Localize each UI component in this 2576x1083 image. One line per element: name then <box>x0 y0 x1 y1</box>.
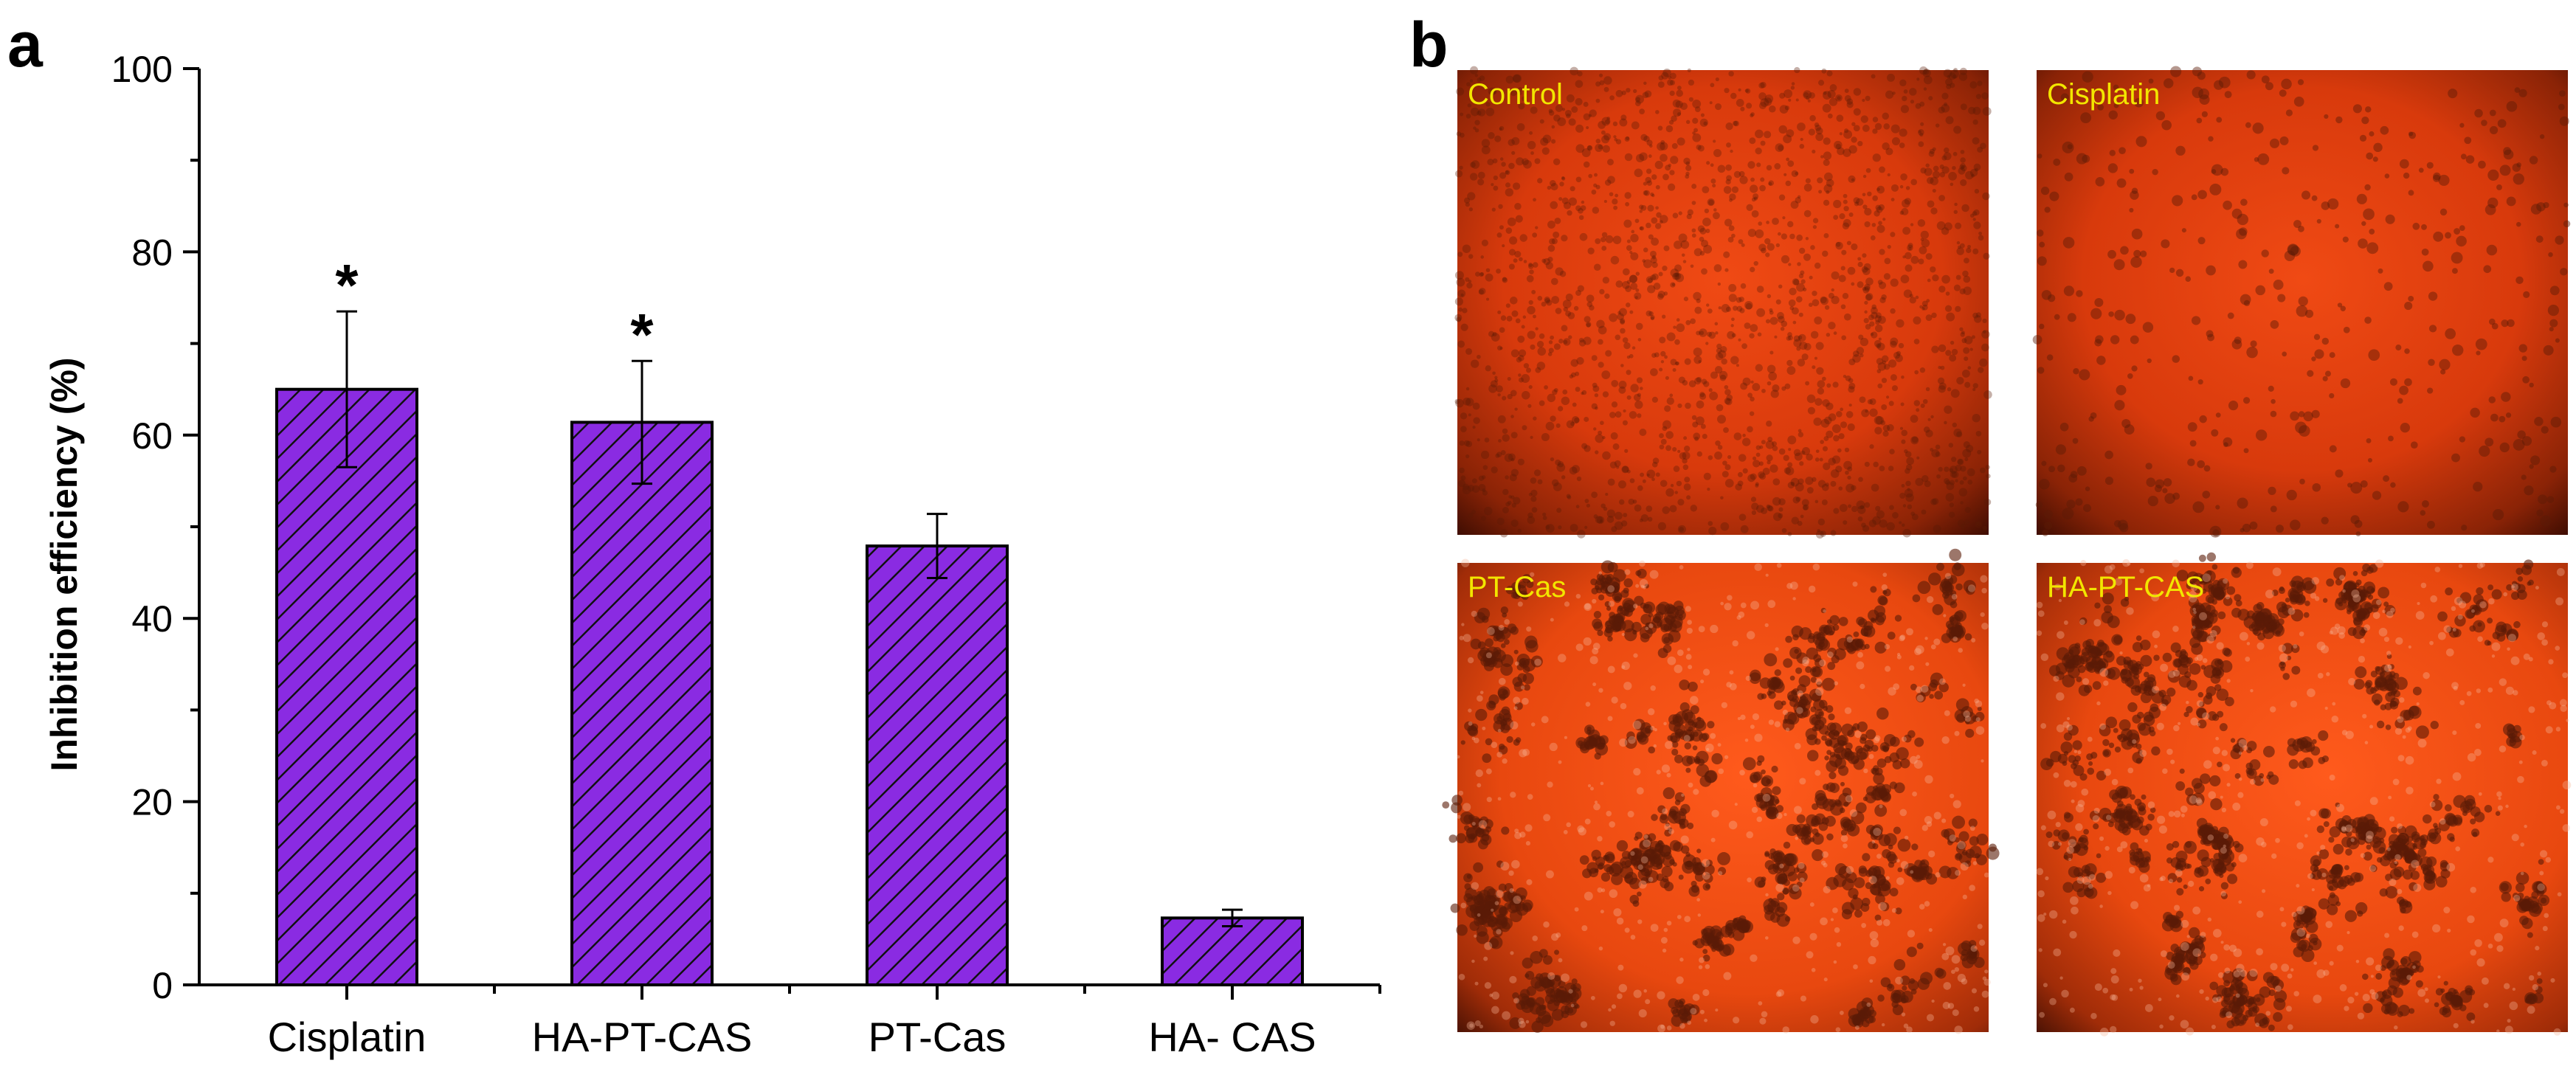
x-tick-label: HA- CAS <box>1148 1014 1316 1060</box>
y-tick-label: 20 <box>131 782 173 823</box>
micrograph-control: Control <box>1454 66 1992 539</box>
micrograph-background <box>1457 70 1989 535</box>
cell-texture <box>1454 66 1992 539</box>
micrograph-cisplatin: Cisplatin <box>2032 66 2571 538</box>
y-tick-label: 100 <box>111 49 173 90</box>
bar <box>275 387 418 986</box>
cell-texture <box>2036 552 2572 1037</box>
panel-a-label: a <box>7 10 44 80</box>
y-tick-label: 60 <box>131 415 173 457</box>
y-axis: 0 20 40 60 80 100 <box>111 49 201 1006</box>
micrograph-label: Cisplatin <box>2047 78 2160 111</box>
cell-texture <box>1442 548 2000 1034</box>
cell-texture <box>2032 66 2571 538</box>
micrograph-ha-pt-cas: HA-PT-CAS <box>2036 552 2572 1037</box>
micrograph-label: Control <box>1468 78 1563 111</box>
panel-b-label: b <box>1409 10 1448 80</box>
y-axis-title: Inhibition efficiency (%) <box>44 357 85 771</box>
x-tick-label: PT-Cas <box>869 1014 1006 1060</box>
y-tick-label: 40 <box>131 598 173 640</box>
y-tick-label: 0 <box>152 965 173 1006</box>
micrograph-label: HA-PT-CAS <box>2047 571 2204 603</box>
significance-marker: * <box>335 252 359 318</box>
y-tick-label: 80 <box>131 232 173 273</box>
bar-series: ** <box>275 252 1304 986</box>
x-axis: Cisplatin HA-PT-CAS PT-Cas HA- CAS <box>199 983 1381 1060</box>
x-tick-label: HA-PT-CAS <box>532 1014 753 1060</box>
bar <box>1161 916 1304 986</box>
bar <box>866 544 1009 986</box>
micrograph-label: PT-Cas <box>1468 571 1566 603</box>
micrograph-pt-cas: PT-Cas <box>1442 548 2000 1034</box>
significance-marker: * <box>630 302 654 367</box>
micrograph-grid: Control Cisplatin PT-Cas HA-PT-CAS <box>1442 66 2572 1037</box>
bar <box>570 421 714 986</box>
micrograph-background <box>2037 70 2568 535</box>
bar-chart: Inhibition efficiency (%) 0 20 40 60 80 100 C… <box>44 49 1381 1060</box>
x-tick-label: Cisplatin <box>268 1014 427 1060</box>
